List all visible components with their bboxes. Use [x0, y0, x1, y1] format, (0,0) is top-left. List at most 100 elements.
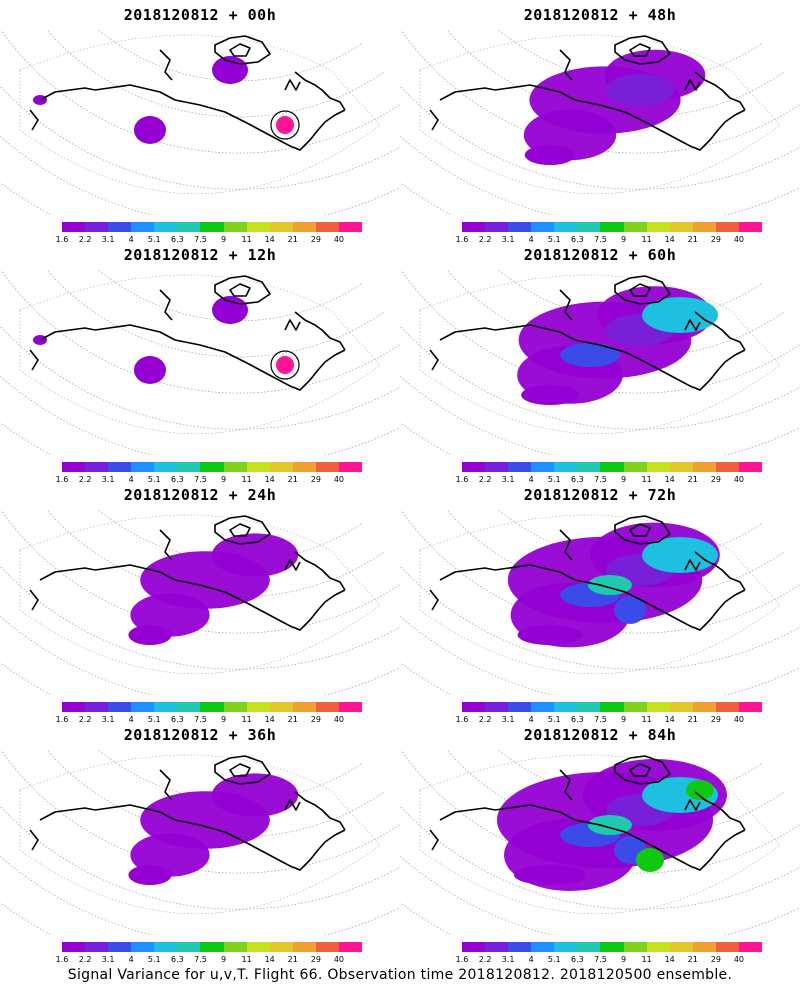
colorbar-segment: [315, 222, 340, 232]
colorbar-label: 2.2: [478, 475, 492, 484]
colorbar-label: 6.3: [571, 715, 584, 724]
colorbar-label: 11: [641, 235, 652, 244]
colorbar-segment: [177, 222, 201, 232]
colorbar-segment: [108, 462, 132, 472]
colorbar-label: 9: [220, 475, 227, 484]
colorbar-label: 3.1: [501, 955, 515, 964]
colorbar-segment: [485, 222, 509, 232]
polar-map: [0, 750, 400, 935]
colorbar-segment: [692, 942, 717, 952]
colorbar-label: 11: [241, 235, 252, 244]
colorbar-segment: [85, 222, 109, 232]
colorbar-segment: [200, 942, 225, 952]
colorbar-segment: [508, 702, 532, 712]
colorbar-label: 5.1: [147, 475, 161, 484]
colorbar-label: 1.6: [455, 955, 469, 964]
colorbar-segment: [62, 462, 86, 472]
colorbar-label: 4: [528, 955, 534, 964]
colorbar-segment: [462, 462, 486, 472]
colorbar-label: 11: [241, 715, 252, 724]
colorbar-label: 6.3: [571, 955, 584, 964]
colorbar: 1.6 2.2 3.1 4 5.1 6.3 7.5 9 11 14 21 29 40: [456, 942, 763, 964]
colorbar-segment: [554, 702, 578, 712]
colorbar-segment: [269, 222, 294, 232]
colorbar-label: 29: [310, 235, 321, 244]
colorbar-label: 21: [687, 715, 698, 724]
colorbar-segment: [554, 222, 578, 232]
coastlines: [29, 515, 346, 631]
colorbar: 1.6 2.2 3.1 4 5.1 6.3 7.5 9 11 14 21 29 40: [456, 462, 763, 484]
colorbar-segment: [292, 702, 317, 712]
colorbar-segment: [338, 222, 363, 232]
colorbar-label: 14: [264, 235, 275, 244]
colorbar: 1.6 2.2 3.1 4 5.1 6.3 7.5 9 11 14 21 29 40: [56, 462, 363, 484]
colorbar-segment: [554, 942, 578, 952]
colorbar-label: 14: [664, 715, 675, 724]
colorbar-segment: [269, 702, 294, 712]
panel-title: 2018120812 + 60h: [523, 246, 677, 264]
map-panel: 2018120812 + 72h 1.6 2.2 3.1 4 5.1 6.3 7.5 9 11 14…: [400, 480, 800, 724]
colorbar-segment: [223, 222, 248, 232]
panel-title: 2018120812 + 00h: [123, 6, 277, 24]
colorbar-segment: [292, 462, 317, 472]
colorbar-label: 9: [620, 715, 627, 724]
variance-field: [128, 533, 299, 645]
map-panel: 2018120812 + 24h 1.6 2.2 3.1 4 5.1 6.3 7.5 9 11 14…: [0, 480, 400, 724]
map-panel: 2018120812 + 48h 1.6 2.2 3.1 4 5.1 6.3 7.5 9 11 14…: [400, 0, 800, 244]
colorbar-segment: [246, 942, 271, 952]
colorbar-label: 14: [264, 955, 275, 964]
coastlines: [29, 35, 346, 151]
colorbar-label: 7.5: [194, 235, 207, 244]
panel-title: 2018120812 + 48h: [523, 6, 677, 24]
polar-map: [0, 510, 400, 695]
colorbar-segment: [623, 942, 648, 952]
colorbar-segment: [600, 942, 625, 952]
colorbar-segment: [154, 702, 178, 712]
colorbar-label: 1.6: [455, 715, 469, 724]
colorbar-label: 29: [710, 235, 721, 244]
colorbar-segment: [600, 222, 625, 232]
colorbar-label: 4: [128, 715, 134, 724]
colorbar-label: 4: [528, 715, 534, 724]
colorbar-label: 40: [333, 955, 345, 964]
colorbar-label: 7.5: [594, 235, 607, 244]
colorbar-label: 21: [287, 955, 298, 964]
colorbar-segment: [715, 222, 740, 232]
colorbar-label: 4: [528, 235, 534, 244]
colorbar-segment: [62, 942, 86, 952]
colorbar-label: 1.6: [55, 475, 69, 484]
colorbar-label: 4: [128, 955, 134, 964]
colorbar-label: 1.6: [455, 475, 469, 484]
colorbar-segment: [531, 942, 555, 952]
colorbar-label: 1.6: [55, 235, 69, 244]
colorbar-segment: [223, 462, 248, 472]
colorbar-segment: [669, 462, 694, 472]
colorbar-label: 5.1: [147, 715, 161, 724]
colorbar-segment: [200, 462, 225, 472]
colorbar-label: 6.3: [171, 235, 184, 244]
colorbar-label: 29: [310, 715, 321, 724]
colorbar-label: 21: [287, 475, 298, 484]
colorbar-segment: [485, 462, 509, 472]
colorbar: 1.6 2.2 3.1 4 5.1 6.3 7.5 9 11 14 21 29 40: [56, 222, 363, 244]
colorbar-segment: [200, 702, 225, 712]
colorbar-label: 1.6: [55, 955, 69, 964]
coastlines: [29, 755, 346, 871]
colorbar-segment: [692, 702, 717, 712]
colorbar-label: 5.1: [547, 715, 561, 724]
panel-title: 2018120812 + 84h: [523, 726, 677, 744]
colorbar-segment: [338, 462, 363, 472]
colorbar-segment: [177, 702, 201, 712]
colorbar-label: 29: [710, 955, 721, 964]
colorbar-label: 14: [664, 955, 675, 964]
colorbar-label: 6.3: [171, 955, 184, 964]
colorbar-segment: [508, 942, 532, 952]
panel-title: 2018120812 + 72h: [523, 486, 677, 504]
colorbar-segment: [715, 942, 740, 952]
coastlines: [429, 755, 746, 871]
panel-title: 2018120812 + 24h: [123, 486, 277, 504]
colorbar-segment: [577, 702, 601, 712]
graticule: [0, 270, 400, 455]
colorbar-label: 6.3: [571, 235, 584, 244]
colorbar-segment: [577, 222, 601, 232]
